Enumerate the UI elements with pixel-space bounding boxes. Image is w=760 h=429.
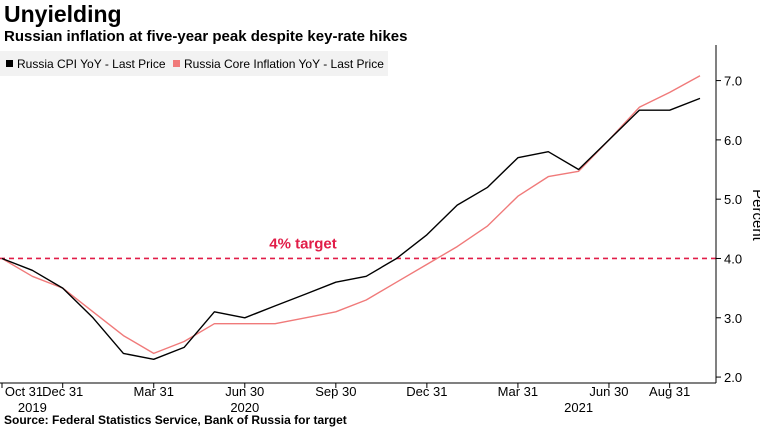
x-year-label: 2021 xyxy=(564,400,593,415)
x-tick-label: Dec 31 xyxy=(406,384,447,399)
chart-subtitle: Russian inflation at five-year peak desp… xyxy=(4,28,408,45)
legend-swatch-core xyxy=(173,60,180,67)
x-tick-label: Sep 30 xyxy=(315,384,356,399)
y-tick-label: 5.0 xyxy=(724,192,742,207)
chart-title: Unyielding xyxy=(4,1,122,27)
x-tick-label: Mar 31 xyxy=(498,384,538,399)
target-label: 4% target xyxy=(269,235,337,252)
x-year-label: 2020 xyxy=(230,400,259,415)
y-tick-label: 6.0 xyxy=(724,133,742,148)
y-tick-label: 2.0 xyxy=(724,370,742,385)
series-line-core xyxy=(1,75,701,355)
y-tick-label: 3.0 xyxy=(724,311,742,326)
series-line-cpi xyxy=(1,97,701,360)
x-tick-label: Mar 31 xyxy=(134,384,174,399)
x-tick-label: Aug 31 xyxy=(649,384,690,399)
legend-swatch-cpi xyxy=(6,60,13,67)
y-tick-label: 7.0 xyxy=(724,74,742,89)
x-tick-label: Jun 30 xyxy=(589,384,628,399)
x-tick-label: Jun 30 xyxy=(225,384,264,399)
legend-background xyxy=(0,51,388,76)
y-axis-label: Percent xyxy=(749,189,760,242)
legend: Russia CPI YoY - Last Price Russia Core … xyxy=(0,51,388,76)
y-tick-label: 4.0 xyxy=(724,251,742,266)
x-year-label: 2019 xyxy=(18,400,47,415)
source-note: Source: Federal Statistics Service, Bank… xyxy=(4,413,347,427)
legend-label-core: Russia Core Inflation YoY - Last Price xyxy=(184,57,384,71)
x-tick-label: Oct 31 xyxy=(5,384,43,399)
x-tick-label: Dec 31 xyxy=(42,384,83,399)
legend-label-cpi: Russia CPI YoY - Last Price xyxy=(17,57,166,71)
